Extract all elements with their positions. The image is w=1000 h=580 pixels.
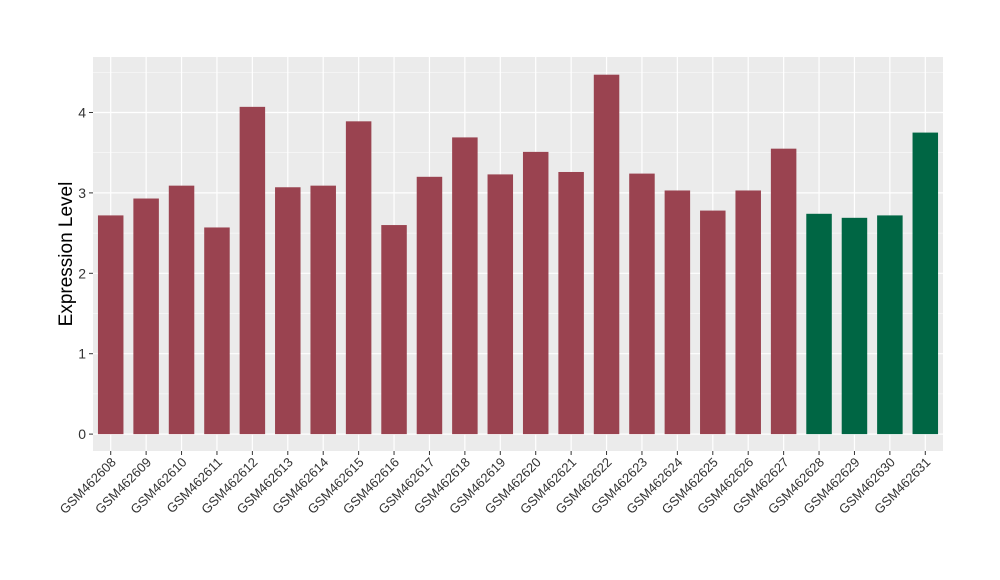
bar-GSM462624 [664,190,691,435]
y-tick-label: 3 [78,185,86,201]
bar-GSM462610 [168,185,195,435]
bar-GSM462609 [133,198,159,435]
bar-GSM462616 [381,225,407,435]
bar-GSM462629 [841,217,868,435]
bar-GSM462625 [700,210,726,435]
bar-GSM462621 [558,171,584,435]
bar-GSM462620 [522,151,549,435]
bar-GSM462628 [806,213,832,435]
y-tick-label: 4 [78,104,86,120]
bar-GSM462619 [487,174,514,435]
bar-GSM462623 [629,173,655,435]
bar-GSM462614 [310,185,336,435]
y-tick-label: 2 [78,265,86,281]
bar-GSM462626 [735,190,761,435]
bar-GSM462611 [204,227,230,435]
bar-GSM462612 [239,106,266,435]
bar-GSM462631 [912,132,939,435]
bar-GSM462627 [770,148,797,435]
plot-panel [93,57,943,451]
bar-GSM462617 [416,176,443,435]
bar-GSM462608 [97,215,124,435]
y-tick-label: 0 [78,426,86,442]
bar-GSM462622 [593,74,620,435]
bar-GSM462615 [345,121,372,435]
y-tick-label: 1 [78,346,86,362]
bar-GSM462630 [877,215,903,435]
bar-GSM462618 [452,137,478,435]
bar-GSM462613 [275,187,301,435]
y-axis-label: Expression Level [56,182,77,327]
